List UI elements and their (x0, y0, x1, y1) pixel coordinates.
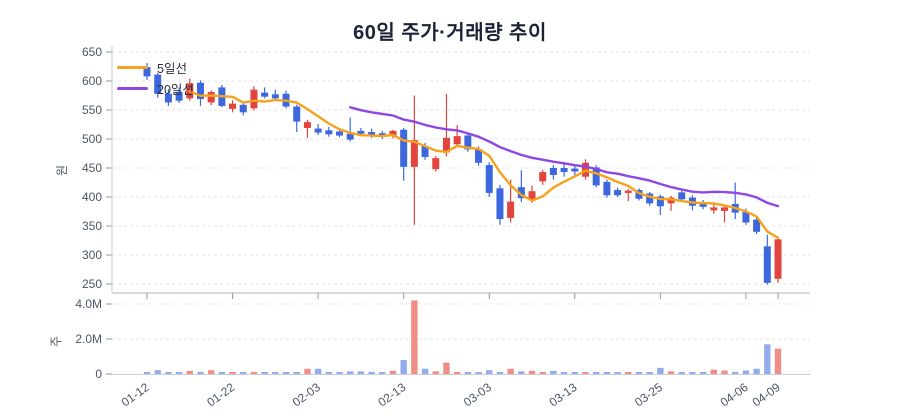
ma20-line-swatch (117, 87, 148, 90)
svg-text:400: 400 (82, 190, 102, 204)
svg-text:01-12: 01-12 (119, 380, 152, 410)
svg-text:03-13: 03-13 (546, 380, 579, 410)
legend-item-ma20[interactable]: 20일선 (117, 78, 194, 99)
legend-label-ma20: 20일선 (157, 83, 194, 97)
svg-text:250: 250 (82, 277, 102, 291)
chart-legend: 5일선 20일선 (117, 57, 194, 99)
ma5-line-swatch (117, 66, 148, 69)
svg-text:350: 350 (82, 219, 102, 233)
svg-text:600: 600 (82, 74, 102, 88)
svg-text:03-03: 03-03 (461, 380, 494, 410)
svg-text:04-06: 04-06 (718, 380, 751, 410)
svg-text:03-25: 03-25 (632, 380, 665, 410)
svg-text:0: 0 (95, 367, 102, 381)
price-axis-title: 원 (55, 164, 70, 177)
svg-text:2.0M: 2.0M (75, 332, 102, 346)
svg-text:02-13: 02-13 (375, 380, 408, 410)
legend-label-ma5: 5일선 (157, 62, 187, 76)
legend-item-ma5[interactable]: 5일선 (117, 57, 194, 78)
svg-text:04-09: 04-09 (750, 380, 783, 410)
svg-text:650: 650 (82, 45, 102, 59)
chart-title: 60일 주가·거래량 추이 (353, 22, 547, 44)
volume-axis-title: 주 (49, 335, 64, 348)
svg-text:450: 450 (82, 161, 102, 175)
svg-text:300: 300 (82, 248, 102, 262)
svg-text:4.0M: 4.0M (75, 297, 102, 311)
svg-text:550: 550 (82, 103, 102, 117)
svg-text:500: 500 (82, 132, 102, 146)
svg-text:02-03: 02-03 (290, 380, 323, 410)
svg-text:01-22: 01-22 (204, 380, 237, 410)
